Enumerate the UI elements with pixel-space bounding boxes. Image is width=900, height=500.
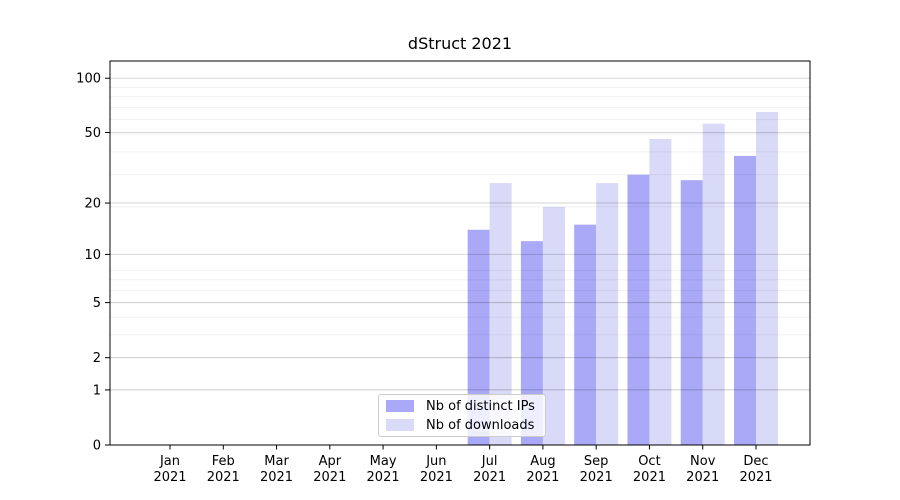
x-tick-label-year: 2021: [473, 470, 506, 485]
y-tick-label: 0: [93, 439, 101, 454]
x-tick-label-month: Mar: [264, 454, 289, 469]
y-tick-label: 2: [93, 351, 101, 366]
x-tick-label-year: 2021: [420, 470, 453, 485]
legend-item-downloads: Nb of downloads: [386, 418, 535, 433]
x-tick-label-year: 2021: [526, 470, 559, 485]
x-tick-label-month: Sep: [584, 454, 609, 469]
x-tick-label-month: Oct: [638, 454, 660, 469]
x-tick-label-month: May: [370, 454, 397, 469]
legend-swatch-distinct-ips: [386, 400, 414, 412]
x-tick-label-month: Feb: [212, 454, 235, 469]
bar-nb-of-distinct-ips-sep-2021: [574, 224, 597, 445]
bar-nb-of-downloads-nov-2021: [702, 123, 725, 446]
chart-title: dStruct 2021: [407, 34, 513, 53]
bar-nb-of-distinct-ips-nov-2021: [680, 180, 703, 445]
y-tick-label: 50: [84, 126, 101, 141]
x-tick-label-month: Aug: [530, 454, 555, 469]
x-tick-label-month: Apr: [319, 454, 342, 469]
bar-nb-of-downloads-oct-2021: [649, 139, 672, 445]
x-tick-label-year: 2021: [580, 470, 613, 485]
x-tick-label-month: Nov: [690, 454, 716, 469]
x-tick-label-month: Jun: [425, 454, 446, 469]
x-tick-label-month: Jan: [159, 454, 180, 469]
x-tick-label-year: 2021: [207, 470, 240, 485]
y-tick-label: 20: [84, 197, 101, 212]
x-tick-label-year: 2021: [260, 470, 293, 485]
y-tick-label: 5: [93, 296, 101, 311]
bar-nb-of-distinct-ips-dec-2021: [734, 155, 756, 445]
legend-swatch-downloads: [386, 419, 414, 431]
legend-label-distinct-ips: Nb of distinct IPs: [426, 398, 535, 414]
legend-item-distinct-ips: Nb of distinct IPs: [386, 399, 535, 414]
x-tick-label-year: 2021: [153, 470, 186, 485]
y-tick-label: 100: [76, 72, 101, 87]
plot-border: [109, 60, 811, 446]
y-tick-label: 1: [93, 383, 101, 398]
bar-nb-of-downloads-dec-2021: [756, 112, 778, 445]
y-tick-label: 10: [84, 248, 101, 263]
bar-nb-of-downloads-aug-2021: [542, 206, 565, 445]
bar-nb-of-distinct-ips-jul-2021: [467, 229, 490, 445]
legend: Nb of distinct IPs Nb of downloads: [378, 394, 546, 437]
x-tick-label-year: 2021: [686, 470, 719, 485]
x-tick-label-month: Jul: [481, 454, 498, 469]
x-tick-label-month: Dec: [743, 454, 768, 469]
x-tick-label-year: 2021: [313, 470, 346, 485]
bar-nb-of-distinct-ips-oct-2021: [627, 174, 650, 445]
legend-label-downloads: Nb of downloads: [426, 417, 535, 433]
x-tick-label-year: 2021: [739, 470, 772, 485]
bar-nb-of-downloads-sep-2021: [596, 183, 619, 445]
x-tick-label-year: 2021: [633, 470, 666, 485]
x-tick-label-year: 2021: [367, 470, 400, 485]
bar-nb-of-downloads-jul-2021: [489, 183, 512, 445]
